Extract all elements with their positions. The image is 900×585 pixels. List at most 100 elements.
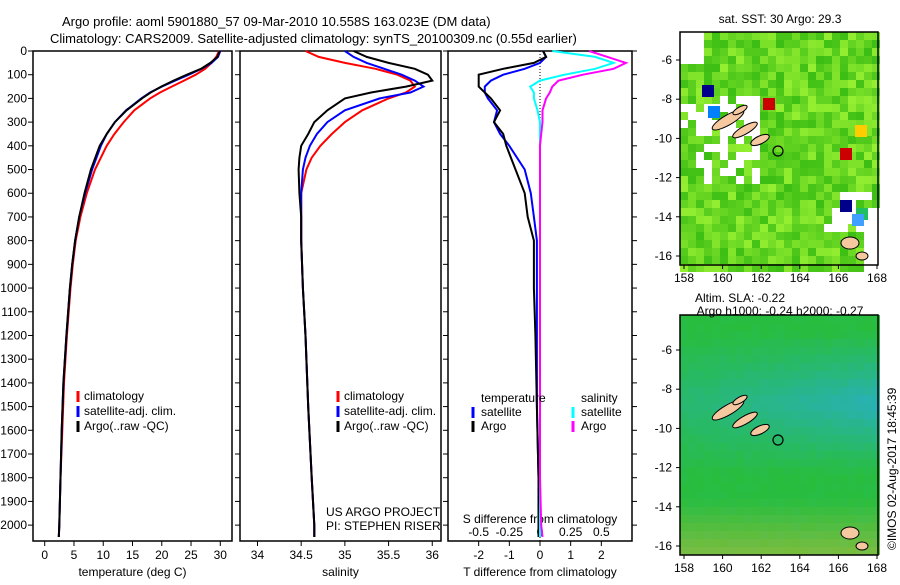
map-cell <box>824 96 832 104</box>
x-tick-label: 1 <box>567 548 574 562</box>
map-cell <box>696 176 704 184</box>
y-tick-label: 0 <box>20 44 27 58</box>
map-cell <box>680 395 688 403</box>
map-cell <box>680 435 688 443</box>
map-cell <box>768 48 776 56</box>
map-cell <box>848 515 856 523</box>
map-cell <box>704 323 712 331</box>
map-cell <box>688 483 696 491</box>
map-cell <box>864 96 872 104</box>
map-cell <box>760 256 768 264</box>
map-cell <box>776 112 784 120</box>
map-cell <box>872 96 880 104</box>
map-cell <box>832 515 840 523</box>
map-cell <box>736 96 744 104</box>
map-cell <box>760 323 768 331</box>
map-cell <box>856 507 864 515</box>
map-cell <box>840 40 848 48</box>
map-cell <box>840 451 848 459</box>
map-cell <box>776 467 784 475</box>
map-cell <box>848 232 856 240</box>
map-cell <box>856 499 864 507</box>
map-cell <box>792 128 800 136</box>
map-cell <box>872 395 880 403</box>
map-cell <box>856 371 864 379</box>
map-cell <box>784 208 792 216</box>
map-cell <box>776 331 784 339</box>
map-cell <box>688 40 696 48</box>
map-cell <box>776 451 784 459</box>
map-cell <box>776 200 784 208</box>
map-cell <box>840 395 848 403</box>
map-cell <box>688 507 696 515</box>
map-cell <box>816 371 824 379</box>
y-tick-label: 1700 <box>0 447 27 461</box>
map-cell <box>776 120 784 128</box>
map-cell <box>768 507 776 515</box>
map-cell <box>760 355 768 363</box>
map-cell <box>736 256 744 264</box>
map-cell <box>688 48 696 56</box>
map-cell <box>720 395 728 403</box>
map-cell <box>864 184 872 192</box>
map-cell <box>736 539 744 547</box>
map-cell <box>736 248 744 256</box>
map-cell <box>800 379 808 387</box>
map-cell <box>832 339 840 347</box>
map-cell <box>736 72 744 80</box>
map-cell <box>680 248 688 256</box>
map-cell <box>760 499 768 507</box>
map-cell <box>680 483 688 491</box>
map-cell <box>824 128 832 136</box>
map-cell <box>808 379 816 387</box>
map-cell <box>680 152 688 160</box>
map-cell <box>768 80 776 88</box>
map-cell <box>768 120 776 128</box>
map-cell <box>776 355 784 363</box>
map-cell <box>696 88 704 96</box>
map-cell <box>840 104 848 112</box>
map-cell <box>824 264 832 272</box>
map-cell <box>728 80 736 88</box>
map-cell <box>696 539 704 547</box>
map-cell <box>688 248 696 256</box>
map-cell <box>720 168 728 176</box>
map-cell <box>728 96 736 104</box>
map-cell <box>696 379 704 387</box>
map-cell <box>752 539 760 547</box>
map-cell <box>840 184 848 192</box>
map-cell <box>736 483 744 491</box>
map-cell <box>704 264 712 272</box>
map-cell <box>824 491 832 499</box>
map-cell <box>744 467 752 475</box>
map-cell <box>688 72 696 80</box>
map-cell <box>832 411 840 419</box>
map-cell <box>720 507 728 515</box>
map-cell <box>768 168 776 176</box>
map-cell <box>680 104 688 112</box>
map-cell <box>864 531 872 539</box>
map-cell <box>752 200 760 208</box>
map-cell <box>824 523 832 531</box>
map-cell <box>688 427 696 435</box>
map-cell <box>752 264 760 272</box>
map-cell <box>800 144 808 152</box>
map-cell <box>704 499 712 507</box>
map-cell <box>808 232 816 240</box>
map-cell <box>696 459 704 467</box>
map-cell <box>744 443 752 451</box>
map-cell <box>728 264 736 272</box>
island-shape <box>855 251 869 261</box>
legend-label: Argo(..raw -QC) <box>344 419 429 433</box>
map-cell <box>864 515 872 523</box>
map-cell <box>712 88 720 96</box>
map-cell <box>784 48 792 56</box>
map-cell <box>784 315 792 323</box>
map-cell <box>864 523 872 531</box>
map-cell <box>776 96 784 104</box>
map-cell <box>728 104 736 112</box>
map-cell <box>680 459 688 467</box>
map-cell <box>808 507 816 515</box>
map-cell <box>848 419 856 427</box>
map-cell <box>840 248 848 256</box>
